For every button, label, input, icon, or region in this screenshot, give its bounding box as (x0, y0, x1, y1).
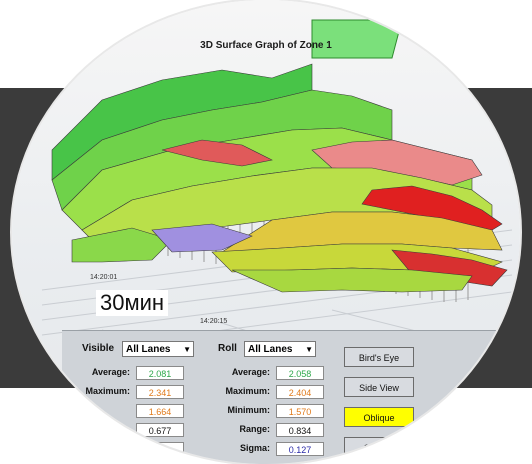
surface-graph-canvas[interactable] (12, 0, 520, 464)
visible-stat-label: Average: (91, 367, 130, 377)
visible-stat-value: 2.341 (136, 385, 184, 399)
visible-stat-label: Maximum: (85, 386, 130, 396)
roll-stat-value: 0.127 (276, 442, 324, 456)
graph-title: 3D Surface Graph of Zone 1 (200, 40, 332, 51)
time-axis-label-left: 14:20:01 (90, 274, 118, 281)
roll-stat-label: Maximum: (225, 386, 270, 396)
overlay-caption: 30мин (96, 290, 169, 316)
side-view-button[interactable]: Side View (344, 377, 414, 397)
visible-stat-value (136, 442, 184, 456)
roll-label: Roll (218, 343, 237, 354)
visible-label: Visible (82, 343, 115, 354)
roll-stat-label: Sigma: (239, 443, 270, 453)
time-axis-label-right: 14:20:15 (200, 318, 228, 325)
chevron-down-icon: ▼ (183, 345, 191, 354)
visible-stat-value: 0.677 (136, 423, 184, 437)
visible-select-value: All Lanes (126, 344, 171, 355)
surface-ribbons (51, 63, 508, 293)
roll-stat-value: 2.058 (276, 366, 324, 380)
visible-lanes-select[interactable]: All Lanes ▼ (122, 341, 194, 357)
screenshot-circle-frame: 3D Surface Graph of Zone 1 14:20:01 14:2… (12, 0, 520, 464)
roll-stat-value: 1.570 (276, 404, 324, 418)
custom-button[interactable]: Custom (344, 437, 414, 457)
roll-lanes-select[interactable]: All Lanes ▼ (244, 341, 316, 357)
roll-stat-label: Range: (239, 424, 270, 434)
visible-stat-value: 2.081 (136, 366, 184, 380)
roll-stat-value: 0.834 (276, 423, 324, 437)
roll-stat-label: Average: (231, 367, 270, 377)
roll-stat-label: Minimum: (227, 405, 271, 415)
surface-edge-cap (311, 19, 403, 59)
birds-eye-button[interactable]: Bird's Eye (344, 347, 414, 367)
roll-select-value: All Lanes (248, 344, 293, 355)
visible-stat-value: 1.664 (136, 404, 184, 418)
chevron-down-icon: ▼ (305, 345, 313, 354)
stats-panel: Visible All Lanes ▼ Average: 2.081 Maxim… (62, 330, 520, 464)
oblique-button[interactable]: Oblique (344, 407, 414, 427)
roll-stat-value: 2.404 (276, 385, 324, 399)
